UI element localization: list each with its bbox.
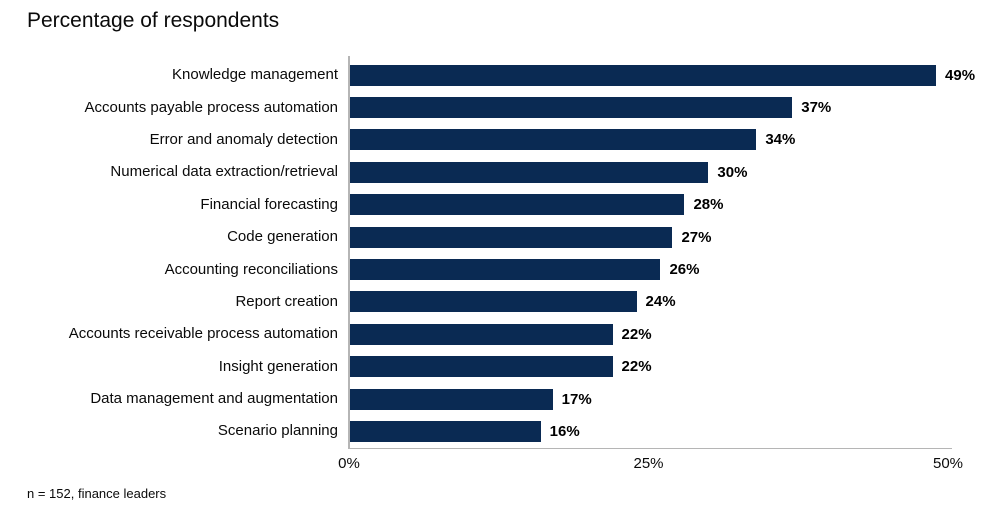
category-label: Accounts payable process automation xyxy=(84,98,338,116)
y-axis-line xyxy=(348,56,350,449)
bar-track: 34% xyxy=(349,129,1008,151)
bar-track: 30% xyxy=(349,161,1008,183)
bar-row: Numerical data extraction/retrieval 30% xyxy=(0,156,1008,188)
value-label: 34% xyxy=(765,131,796,149)
sample-size-footnote: n = 152, finance leaders xyxy=(27,485,167,501)
bar xyxy=(349,64,937,86)
x-axis-tick-labels: 0% 25% 50% xyxy=(0,455,1008,475)
bar-track: 22% xyxy=(349,323,1008,345)
bar xyxy=(349,420,541,442)
category-label: Code generation xyxy=(227,228,338,246)
value-label: 22% xyxy=(621,358,652,376)
bar-track: 26% xyxy=(349,259,1008,281)
bar-track: 24% xyxy=(349,291,1008,313)
bar xyxy=(349,194,685,216)
bar-chart: Knowledge management 49% Accounts payable … xyxy=(0,56,1008,450)
category-label: Insight generation xyxy=(218,357,338,375)
bar-row: Code generation 27% xyxy=(0,221,1008,253)
bar-row: Data management and augmentation 17% xyxy=(0,383,1008,415)
value-label: 37% xyxy=(801,99,832,117)
value-label: 16% xyxy=(549,422,580,440)
bar xyxy=(349,323,613,345)
bar xyxy=(349,356,613,378)
bar xyxy=(349,129,757,151)
bar xyxy=(349,259,661,281)
value-label: 26% xyxy=(669,261,700,279)
bar xyxy=(349,97,793,119)
bar-row: Insight generation 22% xyxy=(0,351,1008,383)
bar-track: 49% xyxy=(349,64,1008,86)
category-label: Financial forecasting xyxy=(200,195,338,213)
bar-track: 22% xyxy=(349,356,1008,378)
category-label: Report creation xyxy=(235,292,338,310)
bar-row: Scenario planning 16% xyxy=(0,415,1008,447)
bar-track: 37% xyxy=(349,97,1008,119)
value-label: 28% xyxy=(693,196,724,214)
value-label: 49% xyxy=(945,66,976,84)
bar-row: Knowledge management 49% xyxy=(0,59,1008,91)
bar xyxy=(349,291,637,313)
bar-row: Financial forecasting 28% xyxy=(0,189,1008,221)
value-label: 27% xyxy=(681,228,712,246)
chart-page: { "header": { "title": "Percentage of re… xyxy=(0,9,1008,512)
chart-title: Percentage of respondents xyxy=(27,9,280,32)
category-label: Accounting reconciliations xyxy=(164,260,338,278)
bar xyxy=(349,226,673,248)
x-axis-tick-label: 25% xyxy=(633,454,664,472)
category-label: Error and anomaly detection xyxy=(149,130,338,148)
x-axis-tick-label: 50% xyxy=(932,454,964,472)
bar-row: Accounts receivable process automation 22… xyxy=(0,318,1008,350)
x-axis-line xyxy=(348,447,952,450)
bar-track: 28% xyxy=(349,194,1008,216)
bar xyxy=(349,161,709,183)
category-label: Data management and augmentation xyxy=(90,390,338,408)
value-label: 24% xyxy=(645,293,676,311)
bar-rows: Knowledge management 49% Accounts payable … xyxy=(0,59,1008,448)
value-label: 17% xyxy=(561,390,592,408)
bar-row: Accounting reconciliations 26% xyxy=(0,253,1008,285)
bar-row: Accounts payable process automation 37% xyxy=(0,91,1008,123)
category-label: Scenario planning xyxy=(217,422,338,440)
value-label: 30% xyxy=(717,163,748,181)
category-label: Accounts receivable process automation xyxy=(68,325,338,343)
bar-track: 17% xyxy=(349,388,1008,410)
bar-track: 27% xyxy=(349,226,1008,248)
x-axis-tick-label: 0% xyxy=(338,454,360,472)
bar xyxy=(349,388,553,410)
category-label: Knowledge management xyxy=(172,66,338,84)
bar-row: Report creation 24% xyxy=(0,286,1008,318)
value-label: 22% xyxy=(621,325,652,343)
bar-row: Error and anomaly detection 34% xyxy=(0,124,1008,156)
category-label: Numerical data extraction/retrieval xyxy=(110,163,338,181)
bar-track: 16% xyxy=(349,420,1008,442)
